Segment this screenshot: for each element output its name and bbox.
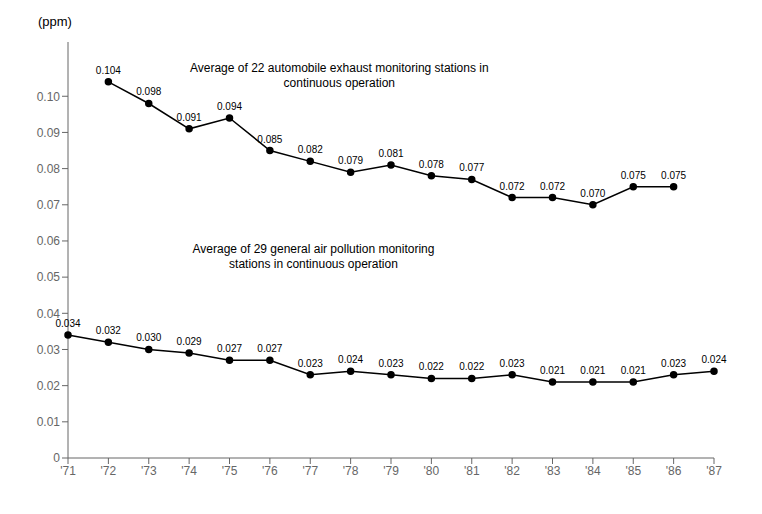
svg-text:0.07: 0.07 — [37, 198, 61, 212]
svg-text:0.04: 0.04 — [36, 306, 60, 321]
svg-text:0.027: 0.027 — [257, 343, 282, 354]
svg-text:0.082: 0.082 — [298, 144, 323, 155]
svg-text:'81: '81 — [464, 464, 480, 478]
svg-text:0.029: 0.029 — [177, 336, 202, 347]
svg-text:0.070: 0.070 — [580, 188, 605, 199]
svg-text:0.027: 0.027 — [217, 343, 242, 354]
svg-text:0.104: 0.104 — [96, 65, 121, 76]
svg-text:'85: '85 — [625, 464, 641, 478]
svg-text:'78: '78 — [343, 464, 359, 478]
svg-text:'74: '74 — [181, 464, 197, 478]
svg-text:0.022: 0.022 — [419, 361, 444, 372]
svg-text:0.032: 0.032 — [96, 325, 121, 336]
svg-text:0.022: 0.022 — [459, 361, 484, 372]
svg-text:0.02: 0.02 — [37, 379, 61, 393]
svg-text:0.08: 0.08 — [37, 162, 61, 176]
svg-text:0.072: 0.072 — [500, 181, 525, 192]
svg-text:0.021: 0.021 — [621, 365, 646, 376]
svg-text:0.034: 0.034 — [55, 318, 80, 329]
svg-text:'73: '73 — [141, 464, 157, 478]
svg-text:0.01: 0.01 — [37, 415, 61, 429]
svg-text:0.098: 0.098 — [136, 86, 161, 97]
svg-text:0.072: 0.072 — [540, 181, 565, 192]
svg-text:'71: '71 — [60, 464, 76, 478]
svg-text:0.075: 0.075 — [621, 170, 646, 181]
svg-text:0.10: 0.10 — [37, 90, 61, 104]
svg-text:'82: '82 — [504, 464, 520, 478]
svg-text:'84: '84 — [585, 464, 601, 478]
svg-text:0.03: 0.03 — [37, 343, 61, 357]
html-text:Average of 22 automobile exhau: Average of 22 automobile exhaust monitor… — [190, 60, 489, 90]
svg-text:0.079: 0.079 — [338, 155, 363, 166]
svg-text:0.021: 0.021 — [580, 365, 605, 376]
svg-text:0.077: 0.077 — [459, 162, 484, 173]
svg-text:0.023: 0.023 — [661, 358, 686, 369]
svg-text:'72: '72 — [101, 464, 117, 478]
svg-text:'83: '83 — [545, 464, 561, 478]
svg-text:0: 0 — [53, 451, 60, 465]
svg-text:0.05: 0.05 — [37, 270, 61, 284]
svg-text:0.09: 0.09 — [37, 126, 61, 140]
svg-text:0.030: 0.030 — [136, 332, 161, 343]
svg-text:0.085: 0.085 — [257, 134, 282, 145]
svg-text:0.094: 0.094 — [217, 101, 242, 112]
svg-text:0.023: 0.023 — [378, 358, 403, 369]
svg-text:0.024: 0.024 — [338, 354, 363, 365]
svg-text:0.078: 0.078 — [419, 159, 444, 170]
svg-text:'75: '75 — [222, 464, 238, 478]
svg-text:'76: '76 — [262, 464, 278, 478]
svg-text:0.081: 0.081 — [378, 148, 403, 159]
svg-text:0.024: 0.024 — [701, 354, 726, 365]
html-text:Average of 29 general air poll: Average of 29 general air pollution moni… — [192, 241, 435, 271]
svg-text:0.021: 0.021 — [540, 365, 565, 376]
svg-text:0.023: 0.023 — [500, 358, 525, 369]
svg-text:0.091: 0.091 — [177, 112, 202, 123]
html-text:(ppm): (ppm) — [38, 14, 72, 29]
svg-text:'87: '87 — [706, 464, 722, 478]
svg-text:'79: '79 — [383, 464, 399, 478]
svg-text:'86: '86 — [666, 464, 682, 478]
svg-text:'80: '80 — [424, 464, 440, 478]
svg-text:0.023: 0.023 — [298, 358, 323, 369]
svg-text:0.075: 0.075 — [661, 170, 686, 181]
svg-text:'77: '77 — [302, 464, 318, 478]
svg-text:0.06: 0.06 — [37, 234, 61, 248]
